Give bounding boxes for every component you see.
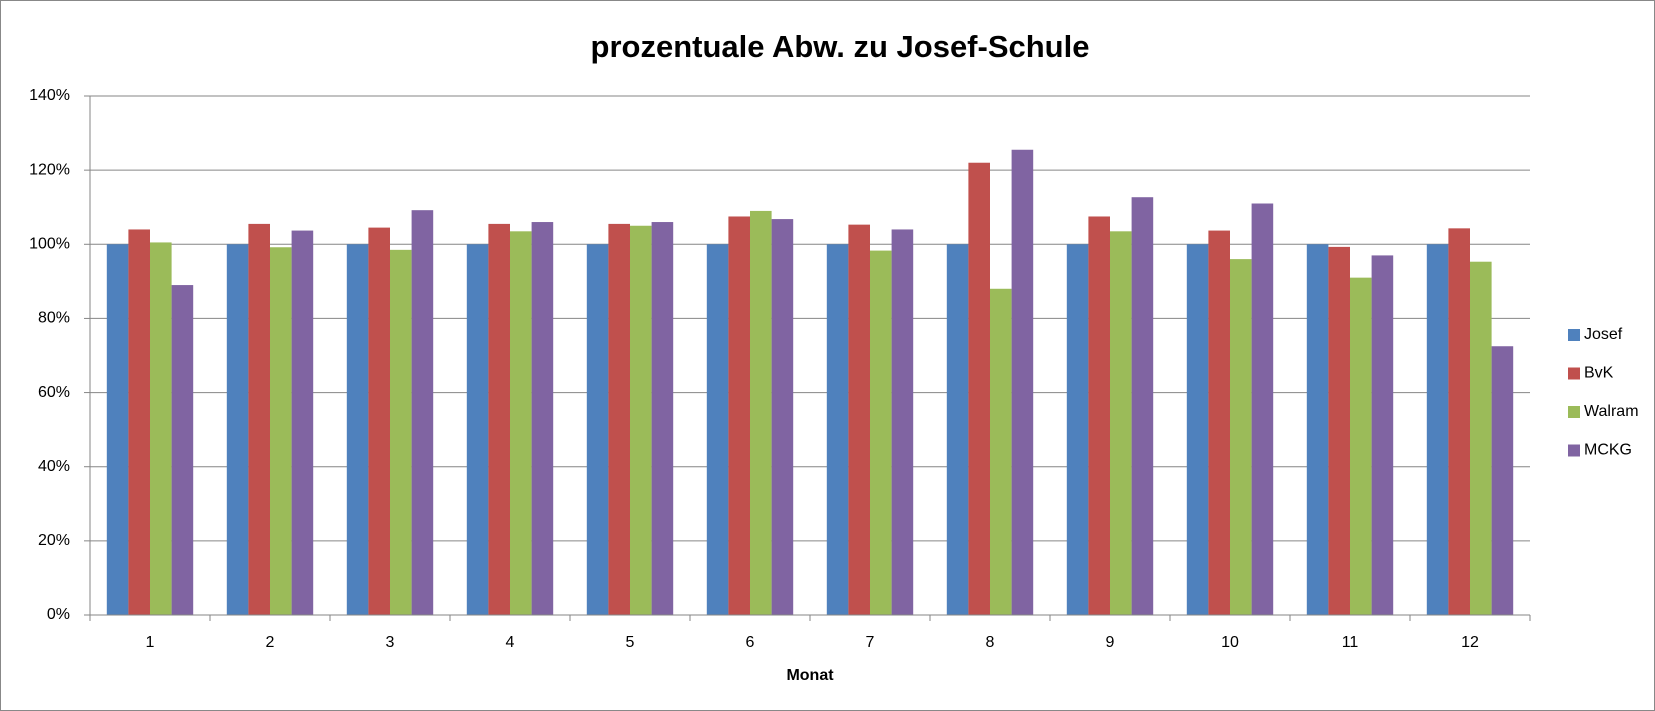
bar <box>1350 277 1372 615</box>
bar <box>1470 261 1492 615</box>
bar <box>1110 231 1132 615</box>
y-tick-label: 20% <box>38 532 70 549</box>
x-tick-label: 12 <box>1461 634 1479 651</box>
bar <box>1186 244 1209 616</box>
bar <box>466 244 489 616</box>
bar <box>488 223 510 615</box>
y-tick-label: 80% <box>38 310 70 327</box>
x-tick-label: 4 <box>506 634 515 651</box>
bar <box>291 230 314 616</box>
x-tick-label: 7 <box>866 634 875 651</box>
bar <box>1491 346 1514 615</box>
x-tick-label: 3 <box>386 634 395 651</box>
bar <box>1208 230 1230 616</box>
bar <box>990 288 1012 615</box>
legend-label: Josef <box>1584 326 1623 343</box>
legend-label: MCKG <box>1584 442 1632 459</box>
x-tick-label: 6 <box>746 634 755 651</box>
legend-swatch <box>1568 367 1580 380</box>
x-tick-label: 11 <box>1342 634 1359 651</box>
bar <box>531 222 554 616</box>
bar <box>510 231 532 615</box>
x-tick-label: 10 <box>1221 634 1239 651</box>
bar <box>411 210 434 615</box>
bar <box>891 229 914 615</box>
bar <box>1251 203 1274 615</box>
legend-swatch <box>1568 329 1580 341</box>
bar <box>1371 255 1394 615</box>
bar <box>346 244 369 616</box>
x-tick-label: 5 <box>626 634 635 651</box>
bar <box>848 224 870 615</box>
legend-swatch <box>1568 444 1580 457</box>
bar <box>586 244 609 616</box>
bar <box>368 227 390 615</box>
legend-label: Walram <box>1584 403 1639 420</box>
bar <box>171 285 194 615</box>
bar <box>870 250 892 615</box>
bar <box>1230 259 1252 615</box>
bar <box>1306 244 1329 616</box>
x-tick-label: 9 <box>1106 634 1115 651</box>
bar <box>968 162 990 615</box>
bar <box>1131 197 1154 615</box>
bar <box>771 219 794 615</box>
legend-swatch <box>1568 406 1580 418</box>
x-tick-label: 8 <box>986 634 995 651</box>
bar <box>1088 216 1110 615</box>
bar <box>608 223 630 615</box>
bar <box>226 244 249 616</box>
bar <box>1066 244 1089 616</box>
bar <box>651 222 674 616</box>
bar <box>390 249 412 615</box>
bar <box>1011 149 1034 615</box>
bar <box>946 244 969 616</box>
y-tick-label: 0% <box>47 606 70 623</box>
bar <box>106 244 129 616</box>
bar <box>630 225 652 615</box>
bar <box>728 216 750 615</box>
bar <box>270 247 292 615</box>
y-tick-label: 40% <box>38 458 70 475</box>
chart-title: prozentuale Abw. zu Josef-Schule <box>591 29 1090 64</box>
bar <box>1448 228 1470 615</box>
bar <box>826 244 849 616</box>
y-tick-label: 120% <box>29 161 70 178</box>
bar <box>706 244 729 616</box>
x-tick-label: 1 <box>146 634 155 651</box>
bar <box>1426 244 1449 616</box>
legend-label: BvK <box>1584 365 1614 382</box>
bar <box>128 229 150 615</box>
y-tick-label: 140% <box>29 87 70 104</box>
bar <box>1328 246 1350 615</box>
bar <box>248 223 270 615</box>
y-tick-label: 60% <box>38 384 70 401</box>
bar <box>150 242 172 616</box>
bar <box>750 210 772 615</box>
x-tick-label: 2 <box>266 634 275 651</box>
x-axis-label: Monat <box>786 667 834 684</box>
y-tick-label: 100% <box>29 236 70 253</box>
